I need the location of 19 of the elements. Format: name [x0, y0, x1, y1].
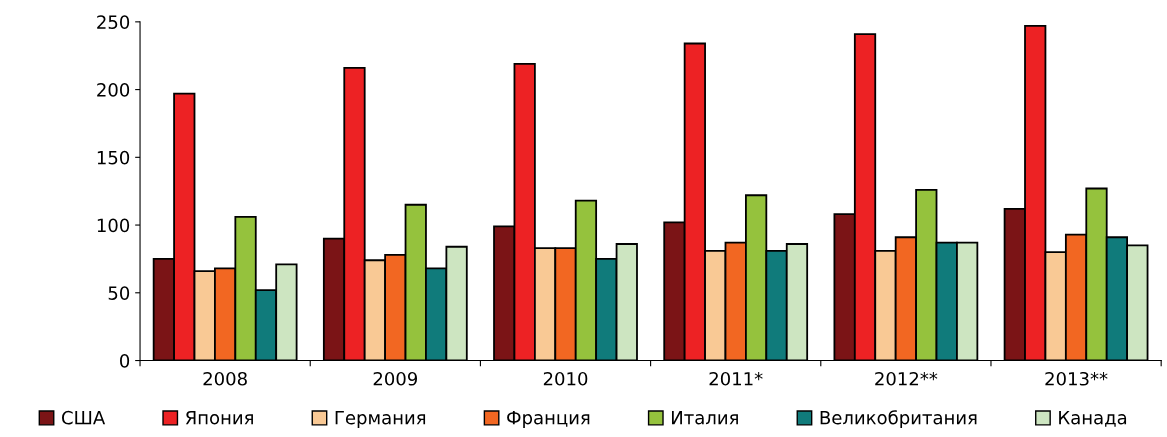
legend-label: Германия: [335, 411, 426, 428]
y-tick-label: 150: [97, 150, 130, 165]
x-tick-label: 2010: [543, 371, 588, 386]
y-tick-label: 250: [97, 15, 130, 29]
y-tick-label: 50: [108, 286, 130, 300]
x-tick-label: 2012**: [875, 371, 938, 386]
legend-label: Великобритания: [820, 410, 977, 428]
y-tick-label: 200: [97, 83, 130, 97]
x-tick-label: 2013**: [1045, 371, 1108, 386]
legend-label: Япония: [185, 411, 253, 425]
legend-label: США: [61, 410, 106, 425]
legend-label: Италия: [672, 411, 738, 425]
x-tick-label: 2011*: [709, 371, 763, 386]
y-tick-label: 0: [120, 353, 130, 368]
y-tick-label: 100: [97, 218, 130, 233]
legend-label: Канада: [1059, 411, 1127, 427]
x-tick-label: 2009: [373, 371, 418, 386]
legend-label: Франция: [507, 411, 590, 428]
x-tick-label: 2008: [203, 371, 247, 386]
